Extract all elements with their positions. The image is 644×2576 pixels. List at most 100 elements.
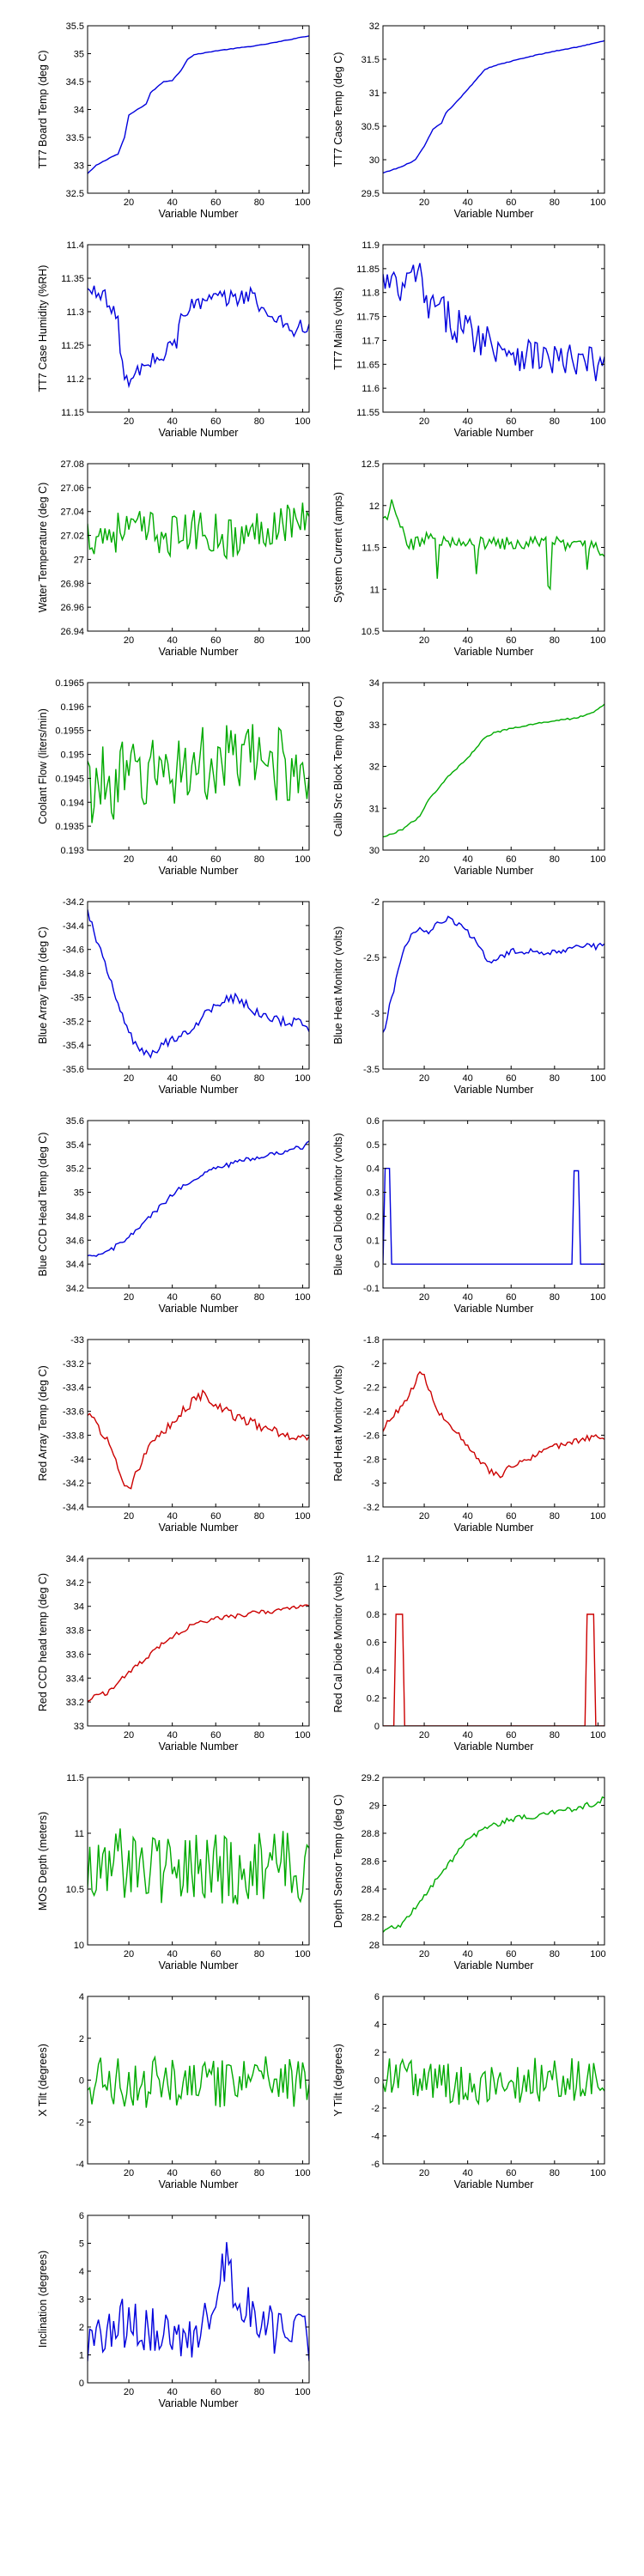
y-tick-label: 35.5: [66, 21, 84, 32]
axes-frame: [87, 1777, 310, 1946]
chart-panel-20: -6 -4 -2 0 2 4 6 20 40 60 80 100 Variable Number Y Ti…: [332, 1992, 606, 2190]
y-tick-label: 0.193: [60, 846, 84, 856]
x-tick-label: 20: [419, 1073, 429, 1084]
series-line: [88, 724, 309, 823]
y-tick-label: -2: [371, 897, 380, 908]
x-axis-label: Variable Number: [159, 1522, 239, 1534]
x-tick-label: 80: [550, 1949, 560, 1959]
x-tick-label: 40: [463, 197, 473, 208]
x-tick-label: 80: [254, 854, 264, 865]
axes-frame: [382, 1777, 605, 1946]
y-axis-label: TT7 Mains (volts): [332, 287, 344, 370]
y-tick-label: -33.4: [63, 1383, 84, 1394]
y-axis-label: X Tilt (degrees): [37, 2044, 49, 2117]
chart-panel-8: 30 31 32 33 34 20 40 60 80 100 Variable Number Cali…: [332, 678, 606, 877]
x-axis-label: Variable Number: [454, 865, 534, 877]
series-line: [88, 2242, 309, 2361]
x-tick-label: 40: [167, 1073, 178, 1084]
x-axis-label: Variable Number: [159, 865, 239, 877]
y-tick-label: 32: [369, 21, 380, 32]
x-tick-label: 100: [590, 854, 605, 865]
x-axis-label: Variable Number: [159, 2397, 239, 2409]
x-tick-label: 20: [124, 1292, 134, 1303]
series-line: [88, 285, 309, 389]
axes-frame: [382, 25, 605, 194]
y-tick-label: 32.5: [66, 189, 84, 199]
y-tick-label: 0.1965: [55, 678, 84, 689]
axes-frame: [87, 1120, 310, 1289]
y-tick-label: 33.2: [66, 1698, 84, 1708]
x-axis-label: Variable Number: [159, 427, 239, 439]
y-tick-label: 11.65: [356, 360, 380, 370]
y-tick-label: 0.1945: [55, 774, 84, 784]
series-line: [383, 1796, 605, 1933]
chart-panel-3: 11.15 11.2 11.25 11.3 11.35 11.4 20 40 60 80 100 Va…: [37, 240, 311, 439]
x-tick-label: 40: [167, 416, 178, 427]
series-line: [383, 1370, 605, 1479]
y-tick-label: 0.8: [367, 1610, 380, 1620]
y-tick-label: 11.2: [66, 374, 84, 385]
x-tick-label: 80: [254, 2387, 264, 2397]
y-tick-label: 0.195: [60, 750, 84, 761]
series-line: [88, 909, 309, 1060]
x-tick-label: 60: [506, 1730, 516, 1741]
y-tick-label: -34.6: [63, 945, 84, 956]
x-tick-label: 80: [254, 1292, 264, 1303]
y-tick-label: 34.4: [66, 1260, 84, 1270]
x-axis-label: Variable Number: [159, 1741, 239, 1753]
series-line: [383, 703, 605, 838]
x-tick-label: 60: [210, 2168, 221, 2178]
series-line: [88, 1828, 309, 1905]
x-tick-label: 80: [550, 1511, 560, 1522]
x-tick-label: 40: [167, 635, 178, 646]
axes-frame: [87, 901, 310, 1070]
x-axis-label: Variable Number: [454, 2178, 534, 2190]
y-tick-label: 35.2: [66, 1164, 84, 1175]
x-tick-label: 20: [419, 854, 429, 865]
x-tick-label: 40: [167, 854, 178, 865]
y-axis-label: TT7 Case Temp (deg C): [332, 52, 344, 167]
y-tick-label: 1: [374, 1583, 380, 1593]
x-tick-label: 80: [550, 1730, 560, 1741]
x-tick-label: 40: [167, 197, 178, 208]
y-tick-label: 11: [75, 1829, 84, 1839]
x-tick-label: 40: [463, 1511, 473, 1522]
y-tick-label: 2: [374, 2048, 380, 2058]
y-tick-label: -4: [76, 2160, 84, 2170]
x-tick-label: 80: [254, 1949, 264, 1959]
y-tick-label: -1.8: [363, 1335, 380, 1346]
y-axis-label: TT7 Case Humidity (%RH): [37, 265, 49, 392]
y-axis-label: Calib Src Block Temp (deg C): [332, 696, 344, 837]
y-tick-label: 11.25: [61, 341, 84, 351]
series-line: [383, 39, 605, 174]
y-tick-label: 29: [369, 1801, 380, 1812]
y-tick-label: 33: [369, 720, 380, 731]
y-tick-label: -34.2: [63, 897, 84, 908]
chart-panel-13: -34.4 -34.2 -34 -33.8 -33.6 -33.4 -33.2 -33 20 40…: [37, 1335, 311, 1534]
x-tick-label: 100: [295, 1073, 310, 1084]
y-tick-label: 3: [79, 2295, 84, 2306]
x-tick-label: 100: [590, 1730, 605, 1741]
chart-panel-19: -4 -2 0 2 4 20 40 60 80 100 Variable Number X Tilt …: [37, 1992, 311, 2190]
chart-panel-11: 34.2 34.4 34.6 34.8 35 35.2 35.4 35.6 20 40 60 80 10…: [37, 1116, 311, 1315]
y-tick-label: 10.5: [361, 627, 380, 637]
x-tick-label: 60: [506, 197, 516, 208]
series-line: [383, 1168, 605, 1265]
y-tick-label: -3: [371, 1009, 380, 1019]
y-tick-label: 33.6: [66, 1649, 84, 1660]
axes-frame: [87, 244, 310, 413]
series-line: [88, 1604, 309, 1702]
y-tick-label: 0.3: [367, 1188, 380, 1199]
x-tick-label: 40: [167, 1949, 178, 1959]
x-tick-label: 100: [295, 1730, 310, 1741]
y-tick-label: 11.35: [61, 274, 84, 284]
y-tick-label: 4: [374, 2020, 380, 2031]
y-tick-label: 28.8: [361, 1829, 380, 1839]
y-axis-label: Inclination (degrees): [37, 2251, 49, 2348]
y-tick-label: 6: [79, 2211, 84, 2221]
y-axis-label: Red Heat Monitor (volts): [332, 1365, 344, 1481]
y-tick-label: 6: [374, 1992, 380, 2002]
y-axis-label: Coolant Flow (liters/min): [37, 708, 49, 824]
y-tick-label: 10: [74, 1941, 84, 1951]
y-tick-label: -33.2: [63, 1359, 84, 1370]
